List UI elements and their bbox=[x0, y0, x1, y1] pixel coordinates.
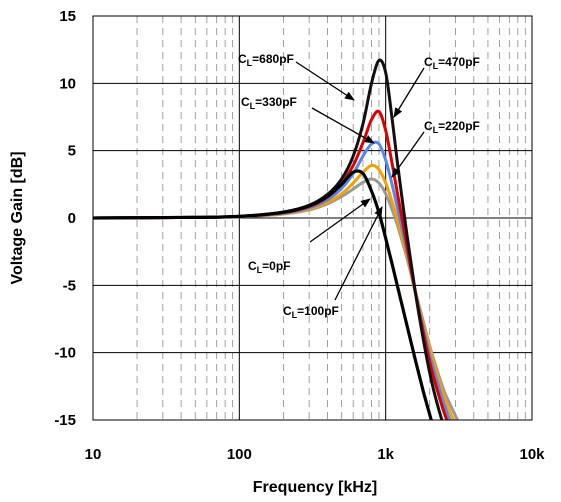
series-line-cl-100pf bbox=[93, 163, 456, 420]
annotation-label: CL=100pF bbox=[283, 304, 339, 320]
annotation-label: CL=330pF bbox=[241, 95, 297, 111]
y-tick-label: -15 bbox=[54, 412, 76, 429]
annotation-label: CL=220pF bbox=[424, 119, 480, 135]
x-tick-label: 10k bbox=[519, 446, 545, 463]
annotation-arrow bbox=[334, 206, 383, 301]
y-tick-label: 15 bbox=[59, 8, 76, 25]
series-line-cl-220pf bbox=[93, 140, 452, 420]
annotation-arrow bbox=[295, 61, 355, 101]
annotation-arrow bbox=[309, 198, 371, 243]
annotation-arrow bbox=[391, 131, 425, 178]
x-axis-title: Frequency [kHz] bbox=[253, 479, 377, 496]
y-tick-labels: 15 10 5 0 -5 -10 -15 bbox=[54, 8, 76, 429]
y-tick-label: 0 bbox=[68, 210, 76, 227]
plot-frame bbox=[92, 15, 533, 421]
annotation-label: CL=680pF bbox=[238, 52, 294, 68]
x-tick-label: 100 bbox=[227, 446, 252, 463]
y-tick-label: 5 bbox=[68, 143, 76, 160]
x-tick-label: 1k bbox=[377, 446, 394, 463]
series-line-cl-330pf bbox=[93, 109, 449, 420]
y-tick-label: 10 bbox=[59, 75, 76, 92]
x-tick-labels: 10 100 1k 10k bbox=[85, 446, 546, 463]
series-lines bbox=[93, 58, 460, 420]
x-tick-label: 10 bbox=[85, 446, 102, 463]
annotation-label: CL=0pF bbox=[248, 259, 291, 275]
y-axis-title: Voltage Gain [dB] bbox=[9, 151, 26, 284]
y-tick-label: -10 bbox=[54, 345, 76, 362]
annotation-label: CL=470pF bbox=[424, 55, 480, 71]
annotation-arrow bbox=[393, 67, 425, 118]
series-line-cl-680pf bbox=[93, 169, 433, 420]
y-tick-label: -5 bbox=[63, 277, 76, 294]
annotation-arrow bbox=[311, 107, 375, 144]
curve-annotations: CL=680pF CL=470pF CL=330pF CL=220pF CL=0pF CL… bbox=[238, 52, 480, 320]
